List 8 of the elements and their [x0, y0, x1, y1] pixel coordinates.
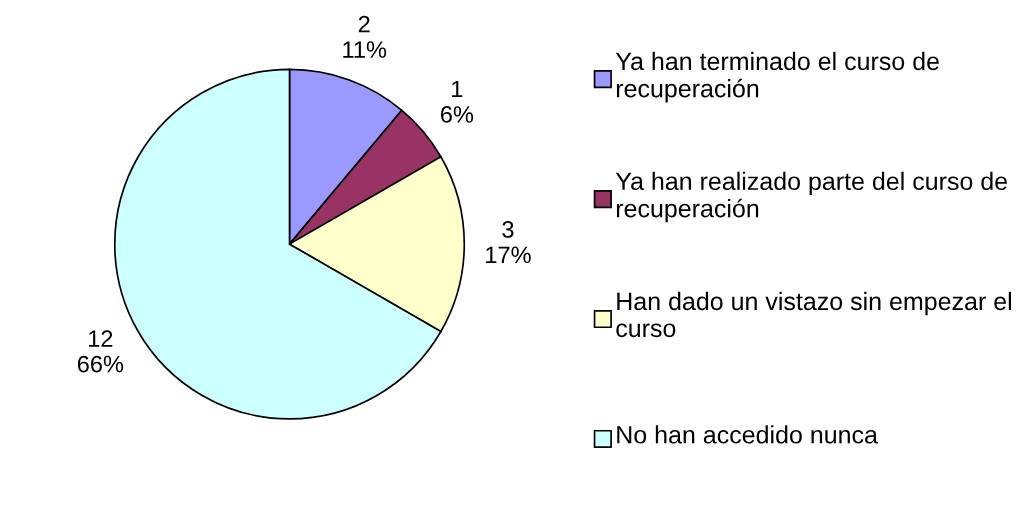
data-label: 12 66% — [77, 330, 124, 373]
legend-label: Ya han terminado el curso de recuperación — [615, 51, 939, 103]
legend-label: Han dado un vistazo sin empezar el curso — [616, 291, 1012, 338]
data-label: 3 17% — [486, 221, 531, 264]
legend-label: Ya han realizado parte del curso de recuperación — [615, 171, 1007, 223]
legend-label: No han accedido nunca — [617, 425, 878, 444]
data-label: 2 11% — [343, 15, 387, 58]
data-label: 1 6% — [441, 80, 474, 123]
